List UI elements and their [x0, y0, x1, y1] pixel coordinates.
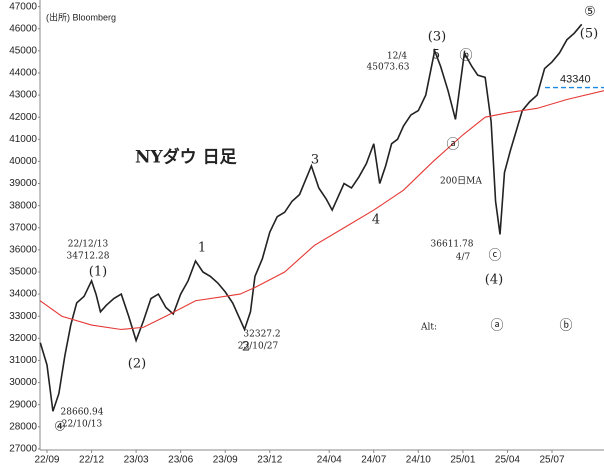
annotation: Alt: [420, 323, 437, 333]
annotation: (5) [580, 27, 598, 42]
y-tick-label: 43000 [9, 90, 37, 101]
chart-title: NYダウ 日足 [135, 147, 237, 168]
annotation: 4/7 [456, 253, 471, 263]
annotation: ⓑ [459, 49, 472, 64]
y-tick-label: 34000 [9, 289, 37, 300]
annotation: 1 [198, 241, 206, 256]
y-tick-label: 28000 [9, 421, 37, 432]
x-tick-label: 25/07 [539, 455, 564, 466]
y-tick-label: 30000 [9, 377, 37, 388]
annotation: 23/10/27 [238, 342, 279, 352]
annotation: 5 [432, 48, 440, 63]
annotation: 36611.78 [431, 240, 474, 250]
x-tick-label: 24/10 [406, 455, 431, 466]
annotation: 34712.28 [67, 252, 110, 262]
y-tick-label: 37000 [9, 222, 37, 233]
annotation: ⓑ [559, 319, 572, 334]
annotation: ⓐ [446, 138, 459, 153]
x-tick-label: 22/09 [34, 455, 59, 466]
y-tick-label: 33000 [9, 311, 37, 322]
annotation: 4 [372, 213, 380, 228]
source: (出所) Bloomberg [46, 11, 116, 22]
annotation: 28660.94 [61, 408, 104, 418]
y-tick-label: 29000 [9, 399, 37, 410]
y-tick-label: 36000 [9, 245, 37, 256]
y-tick-label: 44000 [9, 68, 37, 79]
price-line [39, 23, 583, 412]
annotation: 3 [311, 153, 319, 168]
annotation: ⓒ [488, 249, 501, 264]
x-tick-label: 25/01 [450, 455, 475, 466]
y-tick-label: 45000 [9, 46, 37, 57]
x-tick-label: 23/12 [257, 455, 282, 466]
x-tick-label: 23/09 [213, 455, 238, 466]
annotation: 22/10/13 [62, 420, 103, 430]
ma-label: 200日MA [440, 176, 482, 187]
annotation: (3) [428, 30, 446, 45]
x-tick-label: 23/06 [168, 455, 193, 466]
annotation: ④ [54, 420, 66, 435]
y-tick-label: 27000 [9, 444, 37, 455]
y-tick-label: 32000 [9, 333, 37, 344]
annotation: (4) [485, 273, 503, 288]
y-tick-label: 42000 [9, 112, 37, 123]
y-tick-label: 40000 [9, 156, 37, 167]
ma-line [39, 90, 604, 331]
annotation: 12/4 [387, 52, 407, 62]
annotation: (1) [89, 265, 107, 280]
x-tick-label: 22/12 [79, 455, 104, 466]
annotation: 45073.63 [367, 63, 410, 73]
x-tick-label: 24/04 [317, 455, 342, 466]
annotation: 2 [242, 340, 250, 355]
reference-label: 43340 [560, 73, 591, 85]
y-tick-label: 46000 [9, 23, 37, 34]
annotation: ⓐ [490, 319, 503, 334]
x-tick-label: 24/07 [361, 455, 386, 466]
x-tick-label: 25/04 [495, 455, 520, 466]
y-tick-label: 41000 [9, 134, 37, 145]
annotation: 22/12/13 [68, 240, 109, 250]
y-tick-label: 31000 [9, 355, 37, 366]
y-tick-label: 47000 [9, 1, 37, 12]
y-tick-label: 39000 [9, 178, 37, 189]
x-tick-label: 23/03 [124, 455, 149, 466]
annotation: ⑤ [584, 5, 596, 20]
annotation: (2) [128, 357, 146, 372]
y-tick-label: 38000 [9, 200, 37, 211]
y-tick-label: 35000 [9, 267, 37, 278]
annotation: 32327.2 [243, 330, 280, 340]
